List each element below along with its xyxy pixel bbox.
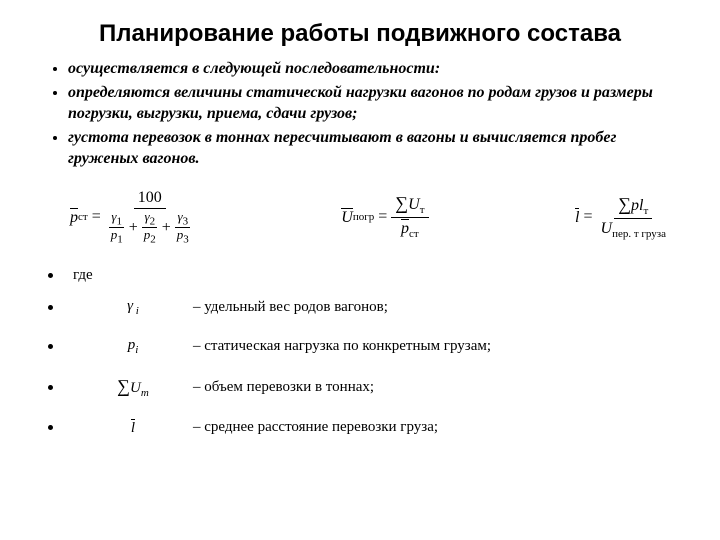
definition-symbol: γ i: [73, 298, 193, 317]
definitions-list: γ i– удельный вес родов вагонов; pi– стат…: [40, 298, 680, 437]
definition-symbol: pi: [73, 337, 193, 356]
definition-item: pi– статическая нагрузка по конкретным г…: [48, 337, 680, 356]
definition-text: – статическая нагрузка по конкретным гру…: [193, 338, 491, 355]
bullet-item: густота перевозок в тоннах пересчитывают…: [68, 127, 680, 170]
bullet-list: осуществляется в следующей последователь…: [40, 58, 680, 170]
f2-lhs-sub: погр: [353, 211, 374, 223]
f1-lhs-sub: ст: [78, 211, 88, 223]
f3-den: Uпер. т груза: [597, 219, 670, 241]
slide: Планирование работы подвижного состава о…: [0, 0, 720, 477]
definition-item: γ i– удельный вес родов вагонов;: [48, 298, 680, 317]
f3-num: ∑plт: [614, 194, 652, 219]
where-line: где: [48, 267, 680, 284]
f1-num: 100: [134, 188, 166, 209]
bullet-dot-icon: [48, 425, 53, 430]
definition-item: l– среднее расстояние перевозки груза;: [48, 419, 680, 437]
formula-3: l = ∑plт Uпер. т груза: [575, 194, 670, 242]
definition-text: – удельный вес родов вагонов;: [193, 299, 388, 316]
formula-2: Uпогр = ∑Uт pст: [341, 193, 428, 242]
bullet-item: определяются величины статической нагруз…: [68, 82, 680, 125]
f2-den: pст: [397, 218, 423, 241]
bullet-dot-icon: [48, 305, 53, 310]
f1-lhs: p: [70, 209, 78, 226]
bullet-dot-icon: [48, 273, 53, 278]
bullet-dot-icon: [48, 385, 53, 390]
definition-text: – среднее расстояние перевозки груза;: [193, 419, 438, 436]
bullet-dot-icon: [48, 344, 53, 349]
f1-den: γ1p1 + γ2p2 + γ3p3: [105, 209, 195, 247]
f2-num: ∑Uт: [391, 193, 428, 218]
definition-text: – объем перевозки в тоннах;: [193, 379, 374, 396]
definition-symbol: l: [73, 419, 193, 437]
f2-lhs: U: [341, 209, 353, 226]
page-title: Планирование работы подвижного состава: [40, 20, 680, 48]
definition-symbol: ∑Uт: [73, 376, 193, 399]
formula-row: pст = 100 γ1p1 + γ2p2 + γ3p3 Uпогр = ∑Uт…: [70, 188, 670, 247]
bullet-item: осуществляется в следующей последователь…: [68, 58, 680, 80]
where-label: где: [73, 267, 93, 284]
formula-1: pст = 100 γ1p1 + γ2p2 + γ3p3: [70, 188, 195, 247]
definition-item: ∑Uт– объем перевозки в тоннах;: [48, 376, 680, 399]
